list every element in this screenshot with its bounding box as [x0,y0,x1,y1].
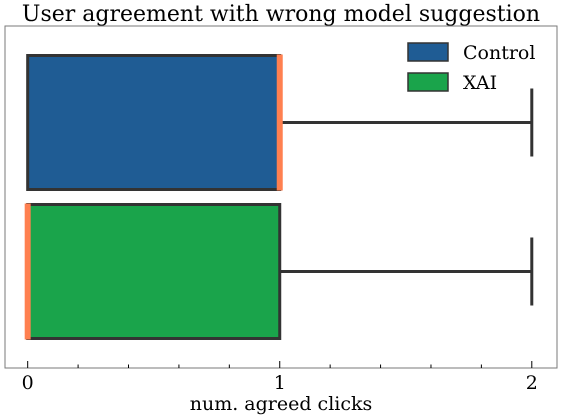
plot-frame [4,25,558,369]
chart-title: User agreement with wrong model suggesti… [22,2,540,27]
box-xai [24,203,534,340]
legend-item-control: Control [407,42,535,64]
legend-label: Control [463,42,535,64]
x-tick-label: 2 [526,372,538,394]
x-axis-label: num. agreed clicks [190,393,373,415]
box-iqr [26,203,282,340]
legend-item-xai: XAI [407,72,497,94]
legend: Control XAI [407,42,535,94]
legend-swatch [407,42,449,62]
box-control [26,54,534,191]
legend-swatch [407,72,449,92]
x-axis: 0 1 2 [22,361,538,394]
x-tick-label: 1 [274,372,286,394]
legend-label: XAI [463,72,497,94]
x-tick-label: 0 [22,372,34,394]
box-iqr [26,54,282,191]
boxes-layer [24,54,534,340]
